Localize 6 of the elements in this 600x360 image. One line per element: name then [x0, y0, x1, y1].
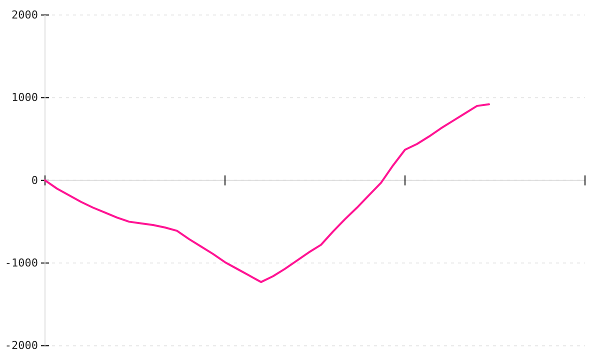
y-tick-label: -2000 [4, 339, 38, 352]
y-tick-label: 0 [31, 174, 38, 187]
line-series [44, 103, 490, 284]
y-tick-label: 2000 [12, 8, 38, 22]
y-tick-label: 1000 [12, 91, 38, 104]
y-tick-label: -1000 [4, 256, 38, 270]
